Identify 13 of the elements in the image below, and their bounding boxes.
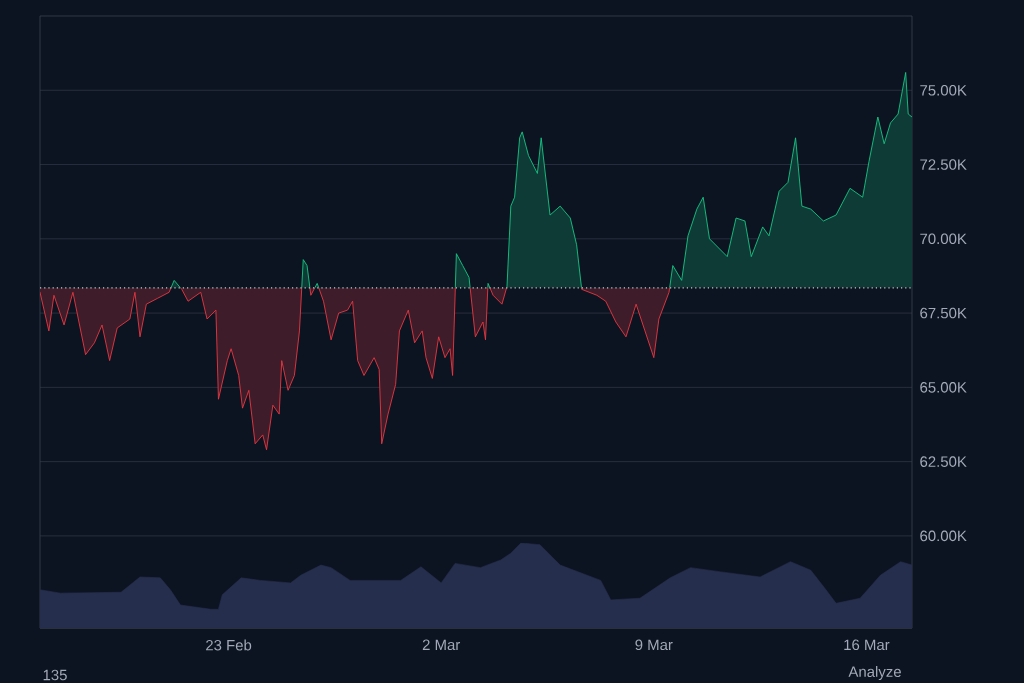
text: 135: [43, 669, 67, 681]
y-tick-label: 62.50K: [920, 456, 967, 467]
x-tick-label: 16 Mar: [844, 639, 890, 651]
x-tick-label: 9 Mar: [635, 639, 673, 651]
x-tick-label: 23 Feb: [206, 639, 252, 651]
y-tick-label: 72.50K: [920, 159, 967, 170]
y-tick-label: 70.00K: [920, 233, 967, 245]
x-tick-label: 2 Mar: [422, 639, 461, 651]
y-tick-label: 67.50K: [920, 307, 967, 319]
y-tick-label: 75.00K: [920, 84, 967, 96]
y-tick-label: 65.00K: [920, 382, 967, 393]
text: Analyze: [848, 666, 901, 680]
y-tick-label: 60.00K: [920, 530, 967, 542]
